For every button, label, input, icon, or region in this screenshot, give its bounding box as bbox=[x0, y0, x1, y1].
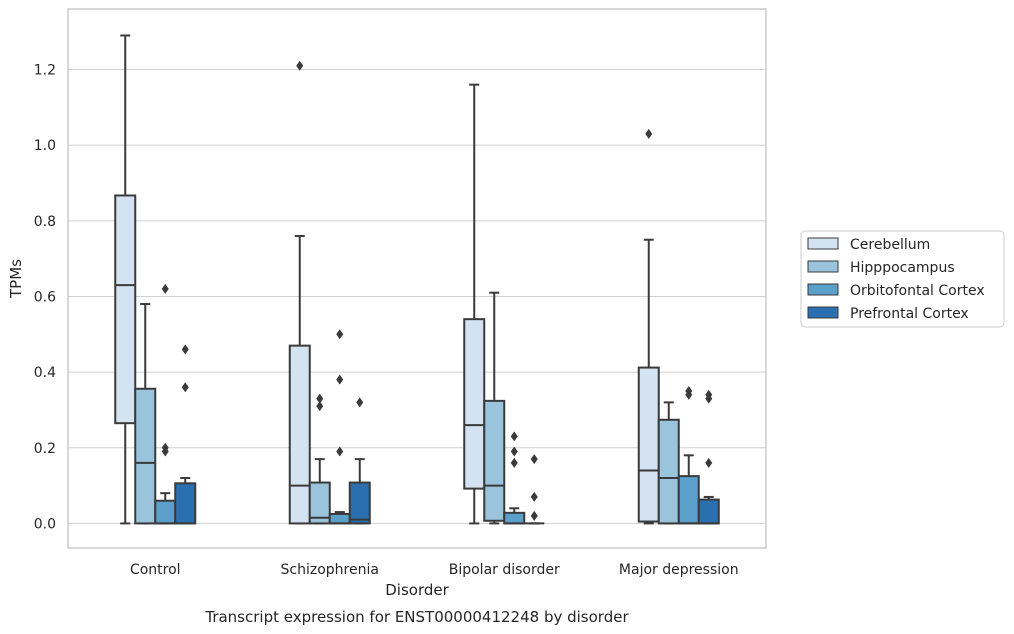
outlier-point bbox=[705, 389, 713, 400]
y-tick-label: 0.8 bbox=[34, 214, 56, 230]
box-hipppocampus bbox=[483, 291, 506, 525]
outlier-point bbox=[685, 386, 693, 397]
box-hipppocampus bbox=[308, 393, 331, 525]
legend-label: Hipppocampus bbox=[850, 260, 955, 276]
outlier-point bbox=[316, 393, 324, 404]
plot-frame bbox=[67, 8, 767, 549]
y-tick-label: 0.2 bbox=[34, 441, 56, 457]
outlier-point bbox=[296, 60, 304, 71]
outlier-point bbox=[645, 128, 653, 139]
box-orbitofontal-cortex bbox=[503, 431, 526, 525]
legend-swatch bbox=[807, 283, 839, 296]
legend-label: Prefrontal Cortex bbox=[850, 306, 969, 322]
legend-swatch bbox=[807, 306, 839, 319]
y-tick-label: 1.2 bbox=[34, 63, 56, 79]
outlier-point bbox=[336, 374, 344, 385]
legend: Cerebellum Hipppocampus Orbitofontal Corte… bbox=[800, 230, 1005, 328]
iqr-box bbox=[308, 481, 331, 525]
box-hipppocampus bbox=[134, 303, 157, 525]
x-tick-label: Major depression bbox=[619, 562, 739, 578]
outlier-point bbox=[161, 442, 169, 453]
box-cerebellum bbox=[463, 83, 486, 525]
iqr-box bbox=[503, 511, 526, 525]
outlier-point bbox=[705, 457, 713, 468]
outlier-point bbox=[161, 283, 169, 294]
iqr-box bbox=[463, 318, 486, 490]
legend-swatch bbox=[807, 237, 839, 250]
legend-swatch bbox=[807, 260, 839, 273]
axis-ticks: 0.0 0.2 0.4 0.6 0.8 1.0 1.2 Control Schizophreni… bbox=[34, 63, 739, 578]
iqr-box bbox=[348, 481, 371, 525]
chart-caption: Transcript expression for ENST0000041224… bbox=[204, 608, 629, 626]
iqr-box bbox=[174, 482, 197, 525]
outlier-point bbox=[336, 329, 344, 340]
iqr-box bbox=[114, 194, 137, 425]
legend-frame bbox=[800, 230, 1005, 328]
x-axis-title: Disorder bbox=[385, 581, 449, 599]
y-tick-label: 1.0 bbox=[34, 138, 56, 154]
iqr-box bbox=[657, 418, 680, 525]
x-tick-label: Control bbox=[130, 562, 181, 578]
legend-label: Cerebellum bbox=[850, 237, 930, 253]
grid-lines bbox=[68, 69, 766, 524]
box-cerebellum bbox=[637, 128, 660, 525]
box-hipppocampus bbox=[657, 401, 680, 525]
y-axis-title: TPMs bbox=[7, 259, 25, 299]
box-cerebellum bbox=[114, 34, 137, 525]
iqr-box bbox=[154, 499, 177, 525]
outlier-point bbox=[336, 446, 344, 457]
box-orbitofontal-cortex bbox=[677, 386, 700, 525]
box-cerebellum bbox=[288, 60, 311, 525]
y-tick-label: 0.6 bbox=[34, 289, 56, 305]
box-orbitofontal-cortex bbox=[328, 329, 351, 525]
outlier-point bbox=[510, 431, 518, 442]
outlier-point bbox=[510, 457, 518, 468]
iqr-box bbox=[328, 512, 351, 525]
box-prefrontal-cortex bbox=[174, 344, 197, 525]
outlier-point bbox=[181, 382, 189, 393]
outlier-point bbox=[316, 401, 324, 412]
outlier-point bbox=[530, 454, 538, 465]
box-groups bbox=[114, 34, 720, 525]
iqr-box bbox=[697, 498, 720, 525]
x-tick-label: Bipolar disorder bbox=[449, 562, 560, 578]
y-tick-label: 0.4 bbox=[34, 365, 56, 381]
box-orbitofontal-cortex bbox=[154, 283, 177, 525]
outlier-point bbox=[181, 344, 189, 355]
box-prefrontal-cortex bbox=[348, 397, 371, 525]
outlier-point bbox=[530, 510, 538, 521]
outlier-point bbox=[356, 397, 364, 408]
iqr-box bbox=[637, 366, 660, 523]
outlier-point bbox=[510, 446, 518, 457]
outlier-point bbox=[530, 491, 538, 502]
iqr-box bbox=[134, 387, 157, 525]
legend-label: Orbitofontal Cortex bbox=[850, 283, 985, 299]
iqr-box bbox=[483, 399, 506, 522]
y-tick-label: 0.0 bbox=[34, 516, 56, 532]
iqr-box bbox=[288, 344, 311, 525]
iqr-box bbox=[677, 475, 700, 525]
box-prefrontal-cortex bbox=[697, 389, 720, 525]
box-prefrontal-cortex bbox=[524, 454, 545, 525]
x-tick-label: Schizophrenia bbox=[281, 562, 379, 578]
